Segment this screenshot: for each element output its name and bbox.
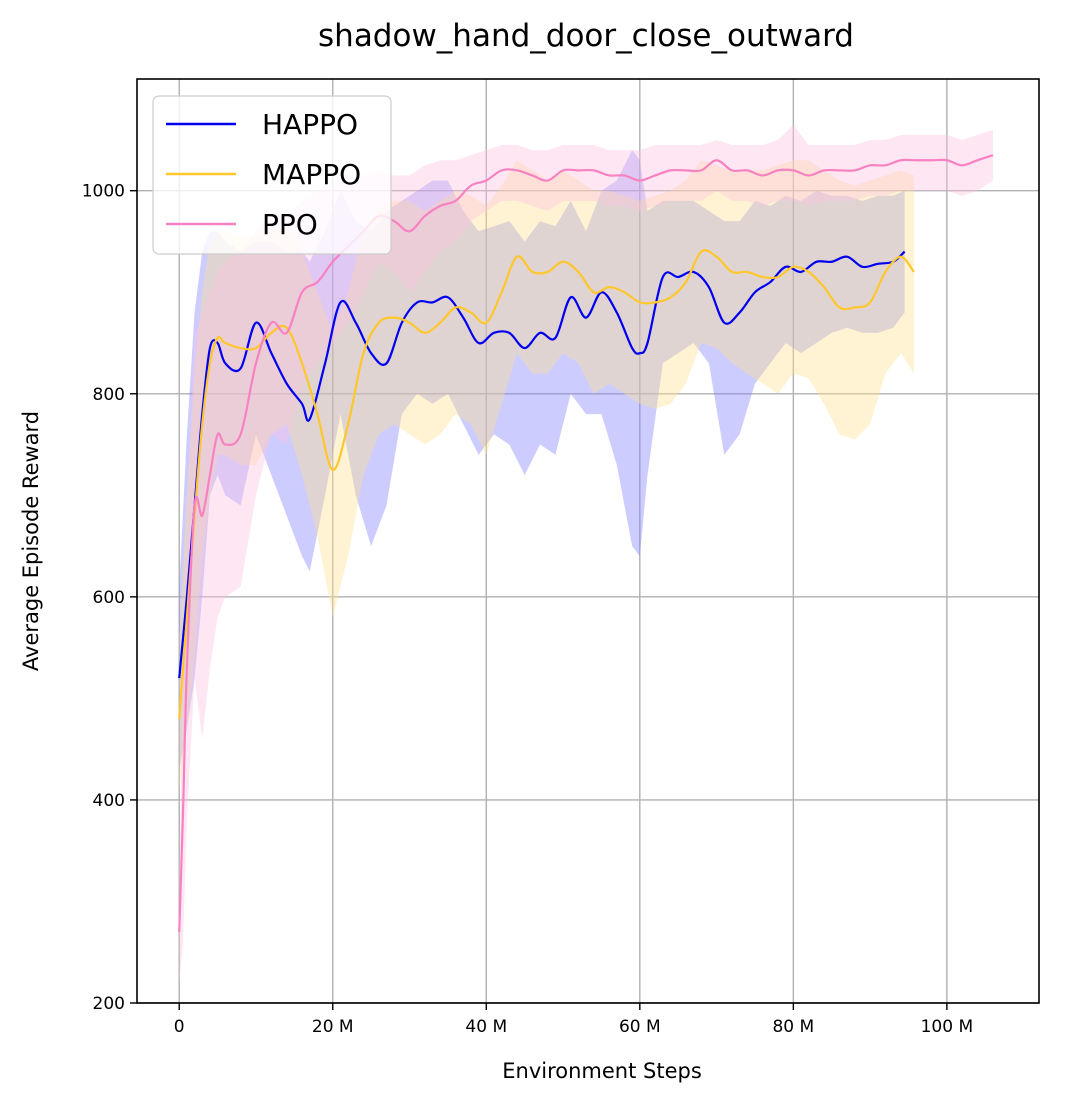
- series-line-happo: [178, 250, 906, 679]
- y-axis-label: Average Episode Reward: [19, 411, 43, 671]
- series-lines: [178, 154, 994, 932]
- legend-box: [152, 95, 392, 255]
- series-line-ppo: [178, 154, 994, 932]
- x-tick-label: 100 M: [921, 1017, 974, 1037]
- x-tick-label: 0: [174, 1017, 185, 1037]
- x-tick-label: 60 M: [619, 1017, 661, 1037]
- y-tick-label: 400: [93, 791, 125, 811]
- x-tick-label: 40 M: [465, 1017, 507, 1037]
- legend-label-mappo: MAPPO: [262, 158, 361, 191]
- y-tick-label: 800: [93, 385, 125, 405]
- legend-label-happo: HAPPO: [262, 108, 358, 141]
- y-axis-ticks: 200 400 600 800 1000: [82, 182, 137, 1014]
- y-tick-label: 200: [93, 994, 125, 1014]
- y-tick-label: 1000: [82, 182, 125, 202]
- band-mappo: [179, 160, 914, 790]
- band-happo: [179, 150, 905, 770]
- plot-frame: [136, 78, 1040, 1004]
- legend-label-ppo: PPO: [262, 208, 318, 241]
- y-tick-label: 600: [93, 588, 125, 608]
- x-tick-label: 20 M: [312, 1017, 354, 1037]
- chart-title: shadow_hand_door_close_outward: [318, 18, 854, 54]
- legend: HAPPO MAPPO PPO: [152, 95, 392, 255]
- x-axis-ticks: 0 20 M 40 M 60 M 80 M 100 M: [174, 1003, 973, 1037]
- series-line-mappo: [178, 249, 915, 719]
- confidence-bands: [179, 124, 993, 983]
- x-axis-label: Environment Steps: [502, 1059, 702, 1083]
- x-tick-label: 80 M: [772, 1017, 814, 1037]
